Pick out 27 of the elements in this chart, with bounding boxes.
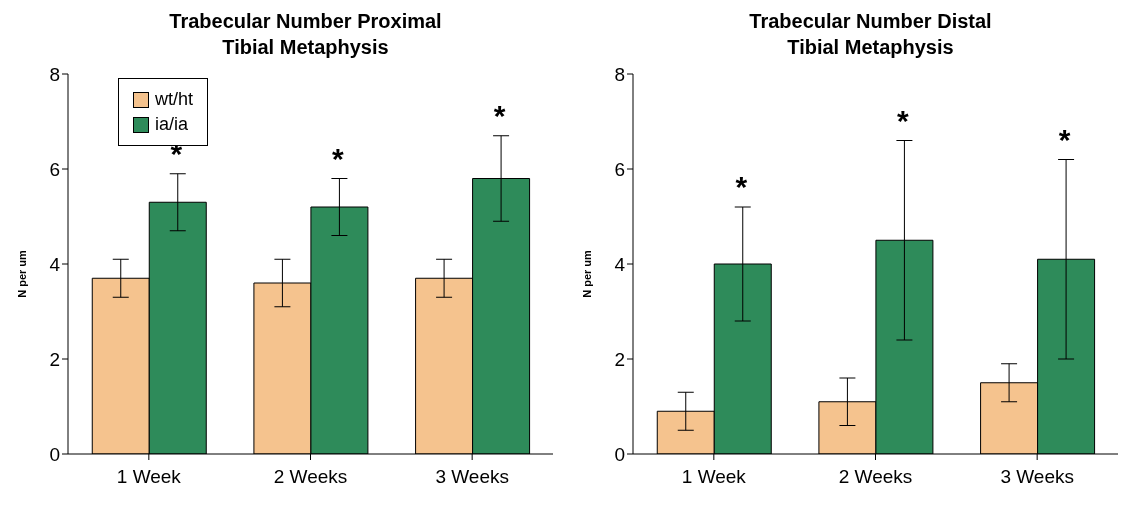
- legend-label: ia/ia: [155, 114, 189, 135]
- y-tick-label: 0: [614, 443, 625, 465]
- y-axis-title: N per um: [16, 250, 28, 298]
- y-tick-label: 4: [614, 253, 626, 275]
- y-tick-label: 2: [49, 348, 60, 370]
- y-tick-label: 8: [49, 63, 60, 85]
- y-tick-label: 2: [614, 348, 625, 370]
- x-tick-label: 2 Weeks: [273, 466, 348, 488]
- annotation: *: [493, 98, 506, 132]
- y-tick-label: 4: [49, 253, 61, 275]
- x-tick-label: 3 Weeks: [435, 466, 509, 488]
- annotation: *: [332, 141, 345, 175]
- y-tick-label: 8: [614, 63, 625, 85]
- x-tick-label: 2 Weeks: [838, 466, 913, 488]
- x-tick-label: 3 Weeks: [1000, 466, 1074, 488]
- y-tick-label: 6: [49, 158, 60, 180]
- x-tick-label: 1 Week: [681, 466, 747, 488]
- annotation: *: [735, 170, 748, 203]
- y-tick-label: 6: [614, 158, 625, 180]
- chart-title: Trabecular Number Distal Tibial Metaphysis: [748, 9, 993, 60]
- y-axis-title: N per um: [581, 250, 593, 298]
- annotation: *: [897, 103, 910, 137]
- x-tick-label: 1 Week: [116, 466, 182, 488]
- annotation: *: [1058, 122, 1071, 156]
- chart-title: Trabecular Number Proximal Tibial Metaphysis: [168, 9, 443, 60]
- y-tick-label: 0: [49, 443, 60, 465]
- legend-label: wt/ht: [155, 89, 194, 110]
